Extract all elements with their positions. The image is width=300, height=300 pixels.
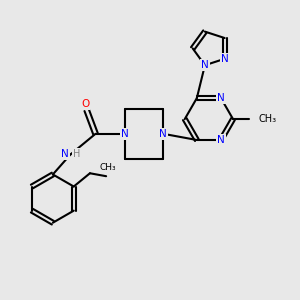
Text: N: N	[217, 93, 225, 103]
Text: N: N	[159, 129, 167, 139]
Text: N: N	[201, 60, 209, 70]
Text: N: N	[121, 129, 129, 139]
Text: N: N	[217, 135, 225, 145]
Text: O: O	[81, 99, 89, 109]
Text: N: N	[221, 54, 229, 64]
Text: CH₃: CH₃	[258, 114, 276, 124]
Text: H: H	[73, 149, 81, 159]
Text: N: N	[61, 149, 69, 159]
Text: CH₃: CH₃	[99, 164, 116, 172]
